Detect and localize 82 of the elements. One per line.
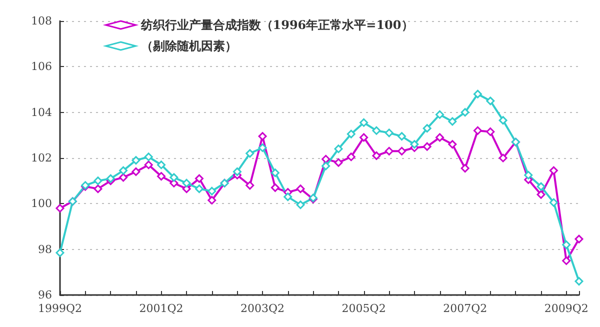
point: [346, 130, 356, 138]
point: [232, 167, 242, 176]
y-tick-label: 102: [31, 152, 52, 164]
point: [422, 124, 432, 133]
point: [182, 178, 191, 188]
point: [246, 149, 254, 158]
point: [536, 190, 546, 199]
point: [284, 192, 292, 202]
point: [549, 198, 558, 207]
point: [94, 176, 102, 186]
x-tick-label: 2003Q2: [240, 302, 285, 315]
point: [574, 234, 584, 244]
point: [144, 152, 153, 162]
point: [524, 170, 533, 180]
point: [562, 240, 571, 250]
point: [398, 146, 406, 156]
point: [448, 117, 457, 126]
point: [157, 160, 166, 170]
point: [460, 164, 470, 173]
point: [384, 128, 394, 138]
point: [132, 167, 140, 176]
point: [144, 160, 153, 170]
legend-label: 纺织行业产量合成指数（1996年正常水平=100）: [140, 18, 414, 32]
point: [372, 151, 381, 160]
point: [410, 140, 419, 149]
point: [384, 146, 394, 156]
x-tick-label: 2009Q2: [544, 302, 588, 315]
x-tick-label: 2007Q2: [443, 302, 488, 315]
point: [322, 162, 330, 170]
point: [486, 96, 495, 106]
point: [296, 184, 305, 194]
point: [56, 248, 64, 258]
y-tick-label: 98: [38, 242, 52, 256]
point: [360, 133, 368, 142]
point: [498, 116, 508, 125]
point: [194, 174, 204, 183]
y-tick-label: 108: [31, 14, 52, 28]
legend-label: （剔除随机因素）: [140, 39, 237, 53]
y-tick-label: 104: [31, 106, 52, 119]
point: [448, 140, 457, 149]
point: [119, 173, 128, 182]
y-tick-label: 106: [31, 60, 52, 74]
point: [270, 183, 280, 192]
point: [398, 132, 406, 141]
x-tick-label: 2001Q2: [139, 302, 184, 315]
point: [119, 166, 128, 175]
point: [258, 143, 267, 152]
y-tick-label: 96: [38, 288, 52, 302]
point: [170, 173, 178, 182]
point: [132, 156, 140, 165]
point: [322, 154, 330, 164]
point: [94, 184, 102, 194]
point: [208, 186, 216, 196]
point: [157, 172, 166, 181]
point: [562, 256, 571, 265]
point: [549, 166, 558, 175]
point: [422, 142, 432, 151]
point: [334, 144, 343, 154]
point: [486, 127, 495, 136]
point: [460, 108, 470, 117]
x-tick-label: 1999Q2: [38, 302, 82, 315]
point: [473, 126, 482, 135]
x-tick-label: 2005Q2: [342, 302, 386, 315]
y-tick-label: 100: [31, 197, 52, 210]
point: [536, 182, 546, 191]
point: [436, 133, 444, 142]
point: [246, 181, 254, 190]
point: [296, 200, 305, 210]
point: [574, 277, 584, 286]
point: [473, 90, 482, 98]
point: [498, 154, 508, 162]
point: [372, 126, 381, 135]
point: [360, 118, 368, 127]
point: [208, 196, 216, 204]
point: [436, 110, 444, 119]
point: [334, 158, 343, 167]
point: [56, 204, 64, 212]
point: [346, 152, 356, 162]
point: [258, 132, 267, 141]
point: [194, 184, 204, 194]
point: [270, 168, 280, 178]
point: [106, 174, 115, 183]
